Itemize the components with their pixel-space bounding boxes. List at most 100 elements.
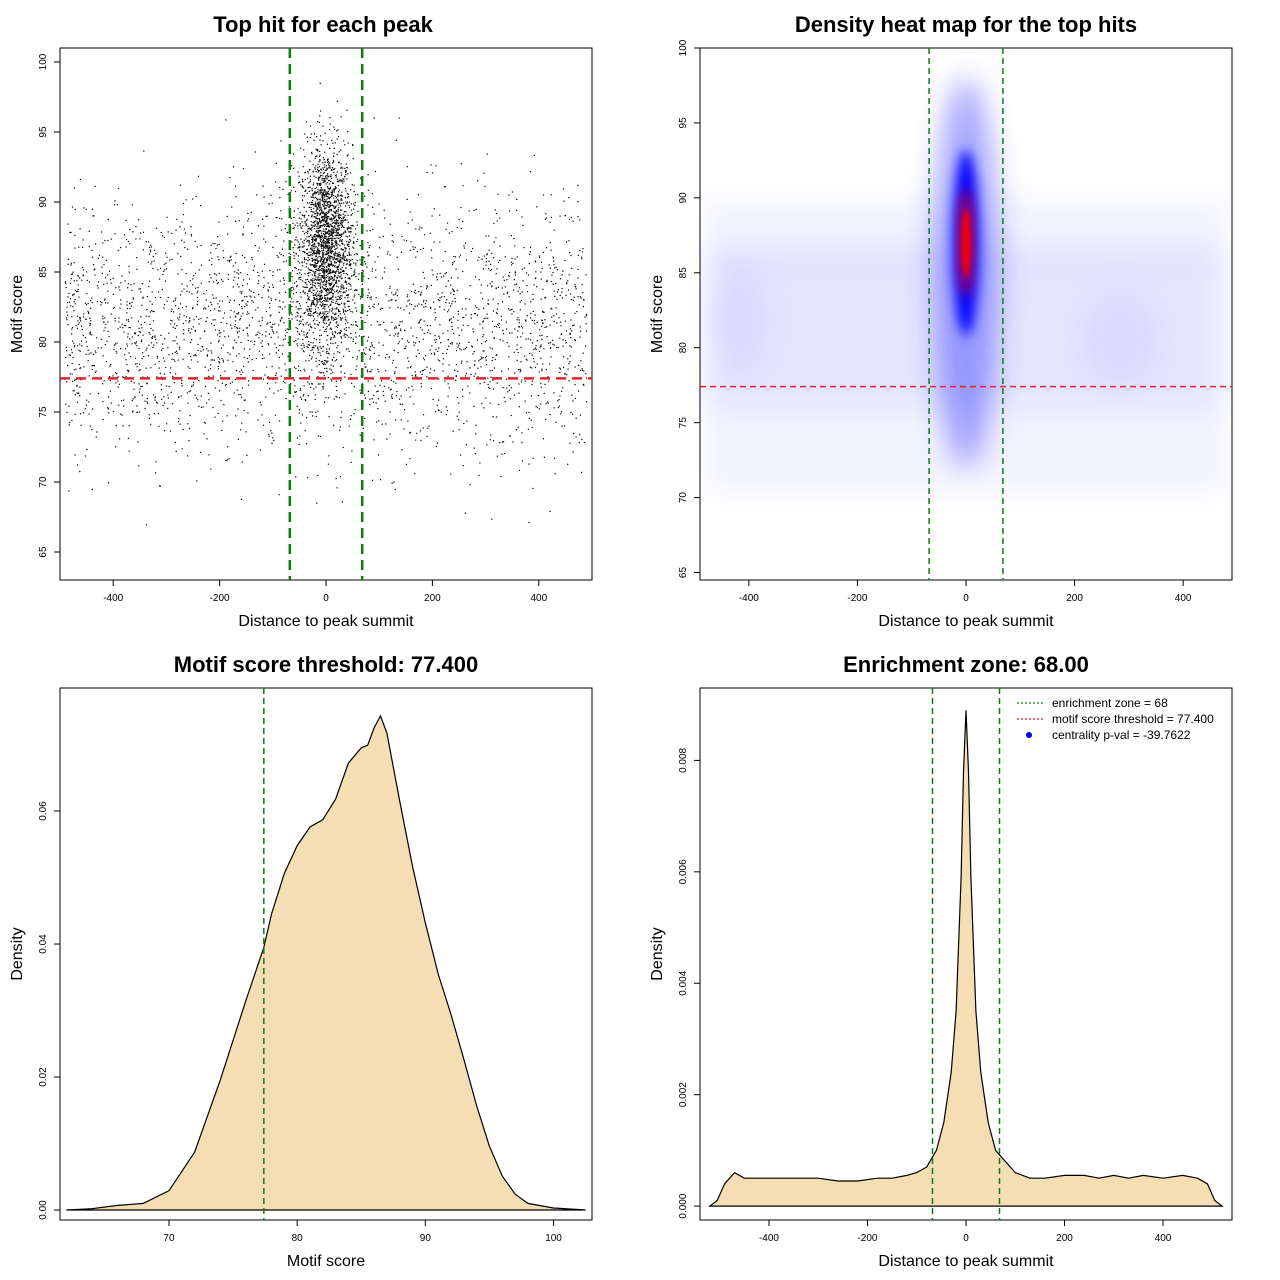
scatter-point [501, 301, 503, 303]
scatter-point [329, 263, 331, 266]
scatter-point [284, 363, 286, 365]
scatter-point [313, 243, 315, 245]
scatter-point [557, 407, 559, 409]
scatter-point [343, 180, 345, 182]
scatter-point [344, 197, 346, 199]
scatter-point [557, 289, 559, 291]
scatter-point [344, 251, 346, 253]
scatter-point [329, 217, 331, 219]
scatter-point [313, 197, 315, 199]
scatter-point [344, 257, 346, 259]
scatter-point [368, 305, 370, 308]
scatter-point [316, 365, 318, 367]
scatter-point [320, 298, 322, 300]
scatter-point [510, 235, 512, 237]
scatter-point [322, 319, 324, 321]
scatter-point [311, 245, 313, 247]
scatter-point [210, 310, 212, 312]
scatter-point [313, 182, 315, 184]
scatter-point [242, 168, 245, 170]
scatter-point [146, 383, 148, 385]
scatter-point [198, 380, 200, 382]
scatter-point [310, 248, 312, 250]
scatter-point [336, 390, 338, 392]
scatter-point [331, 222, 333, 224]
scatter-point [107, 330, 109, 332]
scatter-point [330, 288, 332, 290]
scatter-point [104, 299, 106, 301]
scatter-point [332, 270, 334, 272]
scatter-point [310, 207, 312, 209]
scatter-point [473, 312, 475, 315]
scatter-point [320, 221, 322, 223]
scatter-point [438, 378, 440, 380]
scatter-point [347, 305, 349, 308]
scatter-point [514, 272, 516, 274]
scatter-point [269, 353, 271, 355]
scatter-point [326, 266, 328, 268]
scatter-point [321, 235, 324, 237]
scatter-point [72, 293, 74, 296]
scatter-point [319, 267, 321, 269]
scatter-point [96, 431, 98, 433]
scatter-point [347, 142, 349, 144]
scatter-point [148, 417, 150, 420]
scatter-point [516, 319, 518, 321]
scatter-point [334, 229, 336, 231]
scatter-point [303, 258, 305, 260]
scatter-point [524, 400, 526, 402]
scatter-point [290, 217, 292, 219]
scatter-point [234, 326, 236, 328]
scatter-point [420, 439, 422, 441]
scatter-point [163, 307, 165, 309]
scatter-point [395, 292, 397, 294]
scatter-point [580, 360, 582, 362]
scatter-point [315, 156, 317, 158]
scatter-point [343, 232, 345, 234]
scatter-point [324, 132, 326, 134]
scatter-point [577, 184, 579, 186]
scatter-point [270, 314, 272, 316]
scatter-point [567, 368, 569, 370]
scatter-point [434, 339, 436, 341]
scatter-point [291, 318, 293, 320]
scatter-point [160, 334, 162, 336]
scatter-point [416, 376, 418, 378]
scatter-point [311, 264, 313, 266]
scatter-point [529, 253, 531, 255]
scatter-point [79, 343, 81, 345]
scatter-point [463, 348, 465, 350]
scatter-point [332, 228, 334, 230]
scatter-point [344, 276, 346, 279]
scatter-point [128, 320, 130, 323]
scatter-point [310, 196, 312, 198]
scatter-point [470, 314, 472, 316]
scatter-point [293, 257, 295, 260]
scatter-point [210, 364, 212, 366]
scatter-point [333, 238, 335, 240]
scatter-point [337, 266, 339, 268]
scatter-point [302, 286, 304, 288]
scatter-point [314, 216, 316, 218]
scatter-point [457, 277, 459, 279]
scatter-point [79, 367, 82, 369]
scatter-point [323, 372, 325, 374]
scatter-point [562, 339, 564, 341]
scatter-point [383, 271, 385, 273]
scatter-point [317, 267, 320, 270]
scatter-point [282, 277, 284, 279]
scatter-point [336, 259, 338, 261]
scatter-point [305, 334, 308, 336]
scatter-point [134, 363, 136, 365]
scatter-point [95, 370, 97, 372]
scatter-point [331, 358, 333, 360]
scatter-point [192, 308, 194, 310]
scatter-point [313, 207, 315, 210]
scatter-point [395, 333, 397, 335]
scatter-point [318, 285, 320, 287]
scatter-point [313, 265, 315, 267]
scatter-point [308, 254, 310, 257]
scatter-point [134, 332, 136, 334]
scatter-point [318, 243, 320, 245]
scatter-point [311, 204, 313, 206]
